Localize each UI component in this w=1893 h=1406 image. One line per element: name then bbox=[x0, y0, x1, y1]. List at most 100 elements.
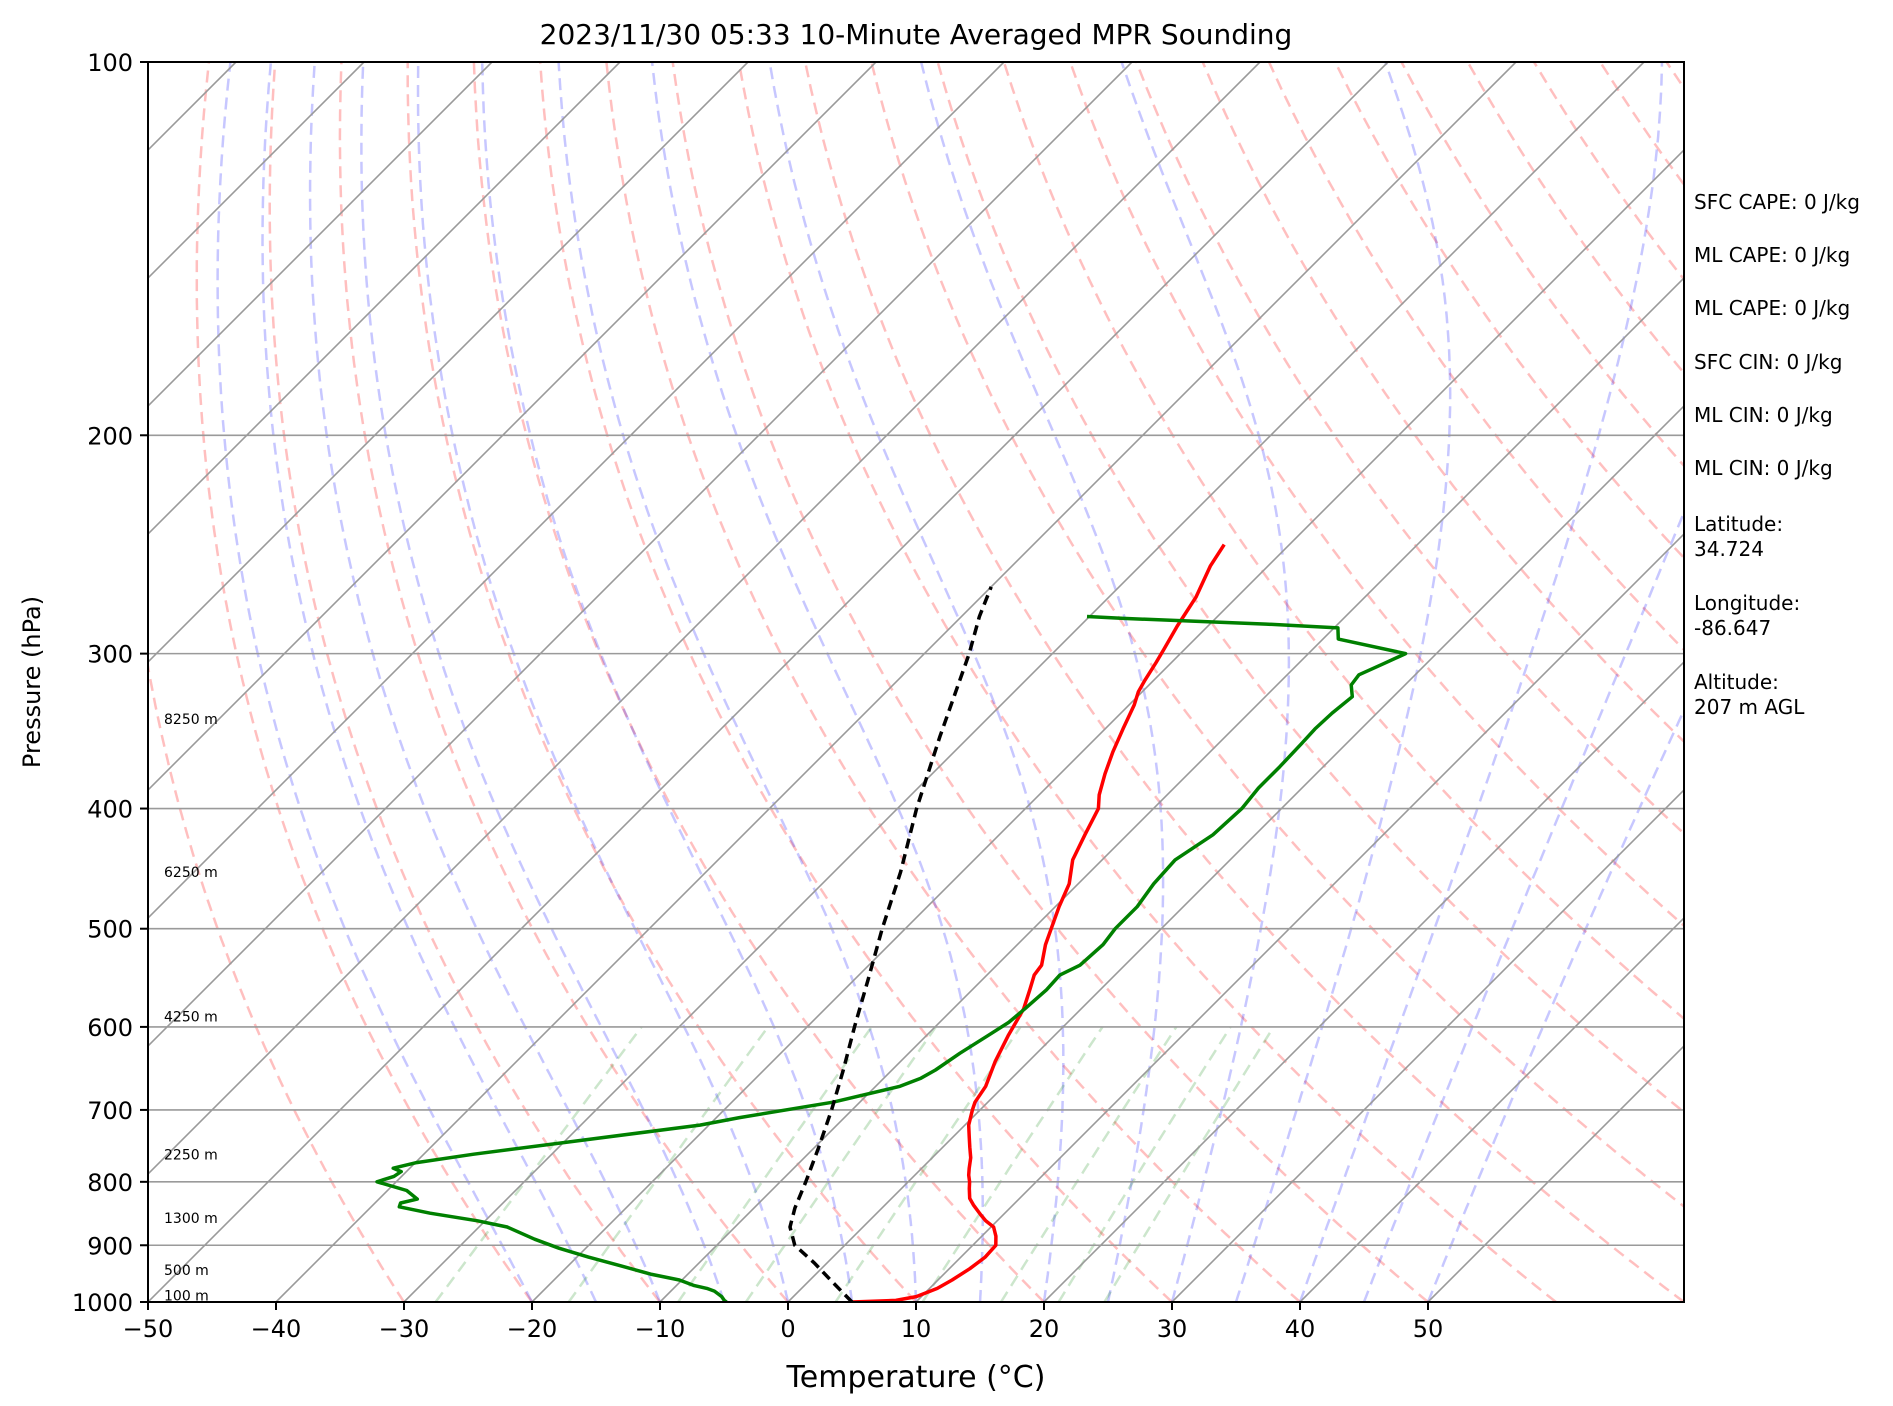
y-tick-label: 200 bbox=[87, 422, 133, 450]
dry-adiabat bbox=[936, 62, 1684, 1114]
dry-adiabat bbox=[1201, 62, 1684, 744]
x-axis-title: Temperature (°C) bbox=[786, 1360, 1046, 1395]
x-tick-label: −10 bbox=[635, 1315, 686, 1343]
moist-adiabat bbox=[650, 62, 985, 1302]
x-tick-label: −20 bbox=[507, 1315, 558, 1343]
dry-adiabat bbox=[803, 62, 1684, 1302]
mixing-ratio-line bbox=[921, 1026, 1104, 1302]
y-tick-label: 600 bbox=[87, 1014, 133, 1042]
isotherm-line bbox=[148, 62, 1005, 920]
dry-adiabat bbox=[406, 62, 917, 1302]
sfc-cin-text: SFC CIN: 0 J/kg bbox=[1694, 350, 1843, 374]
mixing-ratio-line bbox=[567, 1026, 770, 1302]
x-tick-label: 30 bbox=[1157, 1315, 1188, 1343]
ml-cape-text: ML CAPE: 0 J/kg bbox=[1694, 243, 1851, 267]
height-marker-label: 6250 m bbox=[164, 865, 218, 881]
y-tick-label: 100 bbox=[87, 49, 133, 77]
dry-adiabat bbox=[268, 62, 661, 1302]
dry-adiabat bbox=[605, 62, 1301, 1302]
data-lines bbox=[375, 543, 1408, 1302]
mixing-ratio-line bbox=[744, 1026, 937, 1302]
height-marker-label: 500 m bbox=[164, 1263, 209, 1279]
isotherm-line bbox=[148, 62, 365, 280]
y-tick-label: 700 bbox=[87, 1097, 133, 1125]
isotherm-line bbox=[148, 62, 493, 408]
moist-adiabat bbox=[1298, 62, 1664, 1302]
isotherm-line bbox=[148, 62, 1261, 1176]
height-markers: 8250 m 6250 m 4250 m 2250 m 1300 m 500 m 100 m bbox=[164, 712, 218, 1304]
x-tick-label: −30 bbox=[379, 1315, 430, 1343]
isotherm-line bbox=[531, 148, 1684, 1302]
sfc-cape-text: SFC CAPE: 0 J/kg bbox=[1694, 190, 1860, 214]
y-tick-label: 300 bbox=[87, 641, 133, 669]
y-tick-label: 800 bbox=[87, 1169, 133, 1197]
moist-adiabat bbox=[1426, 707, 1684, 1302]
dry-adiabat bbox=[472, 62, 1045, 1302]
moist-adiabat bbox=[1120, 62, 1291, 1302]
dry-adiabat bbox=[195, 62, 534, 1302]
dry-adiabat bbox=[870, 62, 1684, 1209]
axis-ticks: −50 −40 −30 −20 −10 0 10 20 30 40 50 100 200 300 400 50… bbox=[72, 49, 1443, 1343]
dewpoint-line bbox=[375, 614, 1408, 1302]
moist-adiabat bbox=[308, 62, 662, 1302]
plot-frame bbox=[147, 61, 1685, 1303]
height-marker-label: 2250 m bbox=[164, 1148, 218, 1164]
isotherm-line bbox=[1427, 1044, 1684, 1302]
dry-adiabat bbox=[737, 62, 1557, 1302]
isotherm-line bbox=[1299, 916, 1684, 1302]
x-tick-label: 40 bbox=[1285, 1315, 1316, 1343]
dry-adiabat bbox=[1069, 62, 1684, 928]
x-tick-label: 50 bbox=[1413, 1315, 1444, 1343]
moist-adiabat bbox=[1362, 508, 1684, 1302]
isotherm-line bbox=[403, 62, 1645, 1302]
x-tick-label: 0 bbox=[780, 1315, 795, 1343]
ml-cape-text-2: ML CAPE: 0 J/kg bbox=[1694, 296, 1851, 320]
y-tick-label: 500 bbox=[87, 916, 133, 944]
temperature-line bbox=[851, 543, 1226, 1302]
isotherm-line bbox=[148, 62, 877, 792]
moist-adiabat bbox=[768, 62, 1065, 1302]
moist-adiabat bbox=[416, 62, 790, 1302]
isotherm-line bbox=[915, 532, 1684, 1302]
ml-cin-text: ML CIN: 0 J/kg bbox=[1694, 403, 1833, 427]
isotherm-line bbox=[148, 62, 621, 536]
x-tick-label: 20 bbox=[1029, 1315, 1060, 1343]
moist-adiabat bbox=[919, 62, 1165, 1302]
isotherm-line bbox=[1171, 788, 1684, 1302]
moist-adiabat bbox=[261, 62, 598, 1302]
parcel-profile-line bbox=[788, 586, 993, 1302]
dry-adiabat bbox=[1002, 62, 1684, 1021]
dry-adiabat bbox=[1334, 62, 1684, 560]
dry-adiabat bbox=[1267, 62, 1684, 652]
x-tick-label: −40 bbox=[251, 1315, 302, 1343]
dry-adiabat bbox=[148, 659, 406, 1302]
y-tick-label: 400 bbox=[87, 796, 133, 824]
moist-adiabat bbox=[557, 62, 918, 1302]
latitude-text: Latitude: 34.724 bbox=[1694, 512, 1784, 561]
moist-adiabat bbox=[1234, 62, 1452, 1302]
height-marker-label: 1300 m bbox=[164, 1211, 218, 1227]
isotherm-line bbox=[148, 62, 1389, 1302]
ml-cin-text-2: ML CIN: 0 J/kg bbox=[1694, 456, 1833, 480]
moist-adiabat bbox=[480, 62, 854, 1302]
chart-title: 2023/11/30 05:33 10-Minute Averaged MPR … bbox=[540, 18, 1293, 51]
isotherm-line bbox=[148, 62, 1133, 1048]
isotherm-line bbox=[787, 404, 1684, 1302]
dry-adiabat bbox=[671, 62, 1429, 1302]
y-tick-label: 900 bbox=[87, 1232, 133, 1260]
background-reference-lines bbox=[148, 62, 1684, 1302]
height-marker-label: 4250 m bbox=[164, 1010, 218, 1026]
isotherm-line bbox=[148, 62, 749, 664]
x-tick-label: 10 bbox=[901, 1315, 932, 1343]
y-tick-label: 1000 bbox=[72, 1289, 133, 1317]
x-tick-label: −50 bbox=[123, 1315, 174, 1343]
y-axis-title: Pressure (hPa) bbox=[18, 596, 46, 768]
dry-adiabat bbox=[538, 62, 1173, 1302]
mixing-ratio-line bbox=[434, 1026, 643, 1302]
height-marker-label: 8250 m bbox=[164, 712, 218, 728]
height-marker-label: 100 m bbox=[164, 1289, 209, 1305]
mixing-ratio-line bbox=[677, 1026, 873, 1302]
altitude-text: Altitude: 207 m AGL bbox=[1694, 670, 1805, 719]
moist-adiabat bbox=[216, 62, 534, 1302]
